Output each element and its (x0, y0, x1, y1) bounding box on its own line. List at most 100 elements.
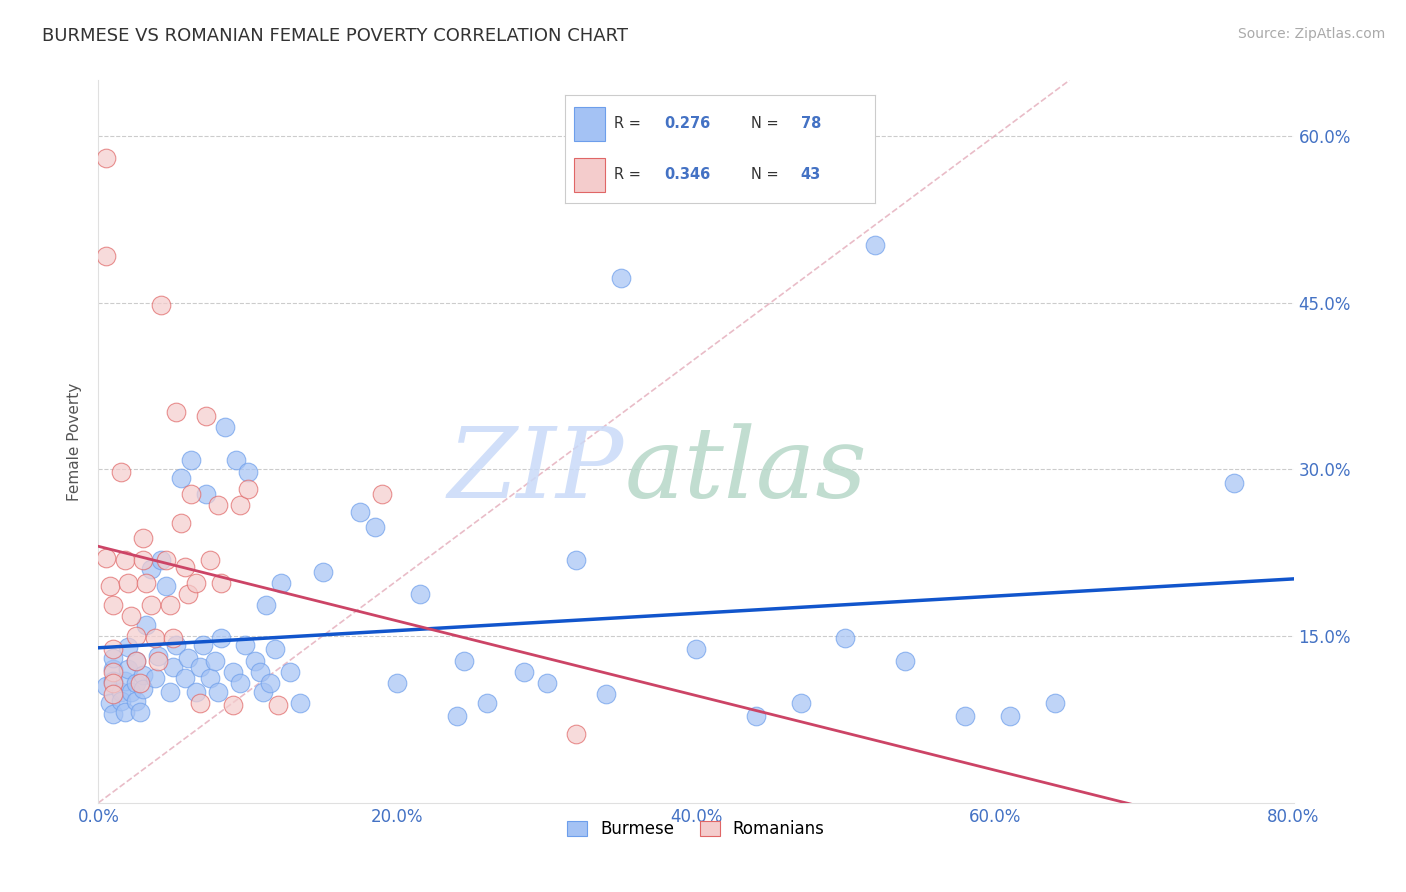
Point (132, 682, 155, 697)
Point (188, 660, 211, 674)
Text: Source: ZipAtlas.com: Source: ZipAtlas.com (1237, 27, 1385, 41)
Point (135, 575, 157, 590)
Point (103, 642, 125, 657)
Point (132, 668, 155, 682)
Point (103, 662, 125, 676)
Point (159, 598, 181, 612)
Point (103, 673, 125, 688)
Point (222, 698, 245, 712)
Point (177, 651, 200, 665)
Point (94, 151, 117, 165)
Point (475, 696, 498, 710)
Point (204, 653, 226, 667)
Point (103, 675, 125, 690)
Point (834, 632, 856, 646)
Point (349, 505, 371, 519)
Point (180, 487, 202, 501)
Point (236, 465, 259, 479)
Text: atlas: atlas (624, 423, 868, 518)
Point (150, 553, 173, 567)
Point (114, 673, 136, 688)
Point (117, 575, 139, 590)
Point (565, 727, 588, 741)
Point (610, 271, 633, 285)
Point (159, 684, 181, 698)
Point (191, 638, 214, 652)
Point (125, 675, 148, 690)
Point (103, 706, 125, 721)
Point (94, 551, 117, 566)
Point (998, 709, 1021, 723)
Point (278, 665, 301, 679)
Point (120, 684, 142, 698)
Point (155, 553, 177, 567)
Point (162, 660, 184, 674)
Point (229, 675, 252, 690)
Point (143, 632, 166, 646)
Point (139, 562, 162, 576)
Point (162, 632, 184, 646)
Text: ZIP: ZIP (449, 423, 624, 518)
Point (288, 696, 311, 710)
Point (865, 237, 887, 252)
Point (114, 553, 136, 567)
Point (125, 653, 148, 667)
Point (408, 587, 430, 601)
Point (254, 598, 277, 612)
Point (565, 553, 588, 567)
Point (371, 487, 394, 501)
Point (1043, 696, 1066, 710)
Point (267, 698, 290, 712)
Point (139, 598, 162, 612)
Text: BURMESE VS ROMANIAN FEMALE POVERTY CORRELATION CHART: BURMESE VS ROMANIAN FEMALE POVERTY CORRE… (42, 27, 628, 45)
Point (125, 693, 148, 707)
Point (453, 653, 475, 667)
Point (385, 675, 409, 690)
Point (169, 471, 191, 485)
Point (195, 409, 218, 423)
Point (233, 638, 256, 652)
Point (685, 642, 707, 657)
Point (135, 618, 157, 632)
Point (132, 553, 155, 567)
Point (311, 565, 333, 579)
Point (117, 662, 139, 676)
Point (184, 575, 207, 590)
Point (1223, 475, 1246, 490)
Point (195, 487, 218, 501)
Point (188, 696, 211, 710)
Point (229, 498, 252, 512)
Point (103, 651, 125, 665)
Point (143, 671, 166, 685)
Point (894, 653, 917, 667)
Point (98, 696, 122, 710)
Point (110, 684, 132, 698)
Point (245, 653, 267, 667)
Point (110, 693, 132, 707)
Point (214, 420, 236, 434)
Point (129, 705, 152, 719)
Point (222, 665, 245, 679)
Point (169, 516, 191, 530)
Point (252, 684, 274, 698)
Point (259, 675, 281, 690)
Point (155, 579, 177, 593)
Point (200, 671, 222, 685)
Point (94, 679, 117, 693)
Point (125, 653, 148, 667)
Point (789, 696, 811, 710)
Point (114, 705, 136, 719)
Point (207, 498, 229, 512)
Point (165, 404, 187, 418)
Point (364, 520, 387, 534)
Point (745, 709, 768, 723)
Point (98, 579, 122, 593)
Y-axis label: Female Poverty: Female Poverty (67, 383, 83, 500)
Point (446, 709, 468, 723)
Point (129, 675, 152, 690)
Point (148, 653, 170, 667)
Point (200, 553, 222, 567)
Point (595, 687, 617, 701)
Point (953, 709, 976, 723)
Point (150, 298, 173, 312)
